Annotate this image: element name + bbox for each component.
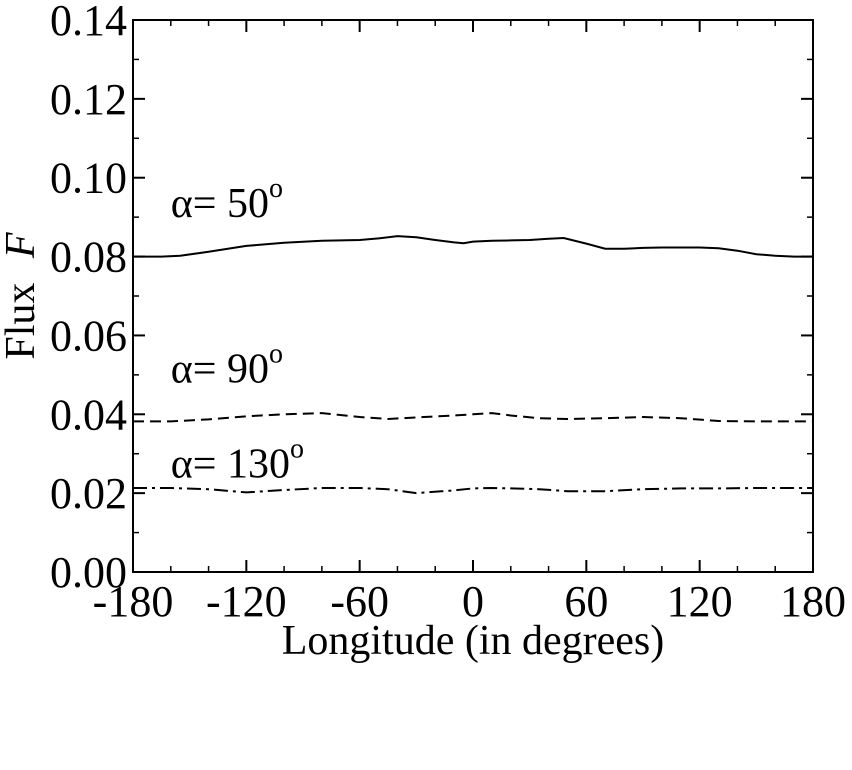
y-tick-label: 0.04 xyxy=(50,390,127,439)
curve-annotation: α= 90o xyxy=(171,339,283,393)
y-tick-label: 0.10 xyxy=(50,154,127,203)
y-tick-label: 0.06 xyxy=(50,311,127,360)
y-axis-title: Flux F xyxy=(0,232,44,360)
x-tick-label: -60 xyxy=(330,577,389,626)
series-line-dashed xyxy=(133,412,813,423)
y-tick-labels: 0.00 0.02 0.04 0.06 0.08 0.10 0.12 0.14 xyxy=(50,0,127,597)
axis-ticks xyxy=(132,19,814,573)
y-tick-label: 0.12 xyxy=(50,75,127,124)
y-tick-label: 0.14 xyxy=(50,0,127,45)
y-tick-label: 0.02 xyxy=(50,469,127,518)
y-tick-label: 0.08 xyxy=(50,233,127,282)
y-axis-title-word: Flux xyxy=(0,283,44,360)
x-tick-labels: -180 -120 -60 0 60 120 180 xyxy=(93,577,846,626)
x-tick-label: 180 xyxy=(780,577,846,626)
series-lines xyxy=(133,235,813,495)
x-tick-label: -180 xyxy=(93,577,174,626)
x-tick-label: -120 xyxy=(206,577,287,626)
curve-annotation: α= 50o xyxy=(171,173,283,227)
x-tick-label: 60 xyxy=(564,577,608,626)
series-line-solid xyxy=(133,235,813,258)
x-tick-label: 120 xyxy=(667,577,733,626)
curve-annotations: α= 50o α= 90o α= 130o xyxy=(171,173,304,487)
x-tick-label: 0 xyxy=(462,577,484,626)
y-tick-label: 0.00 xyxy=(50,548,127,597)
series-line-dash-dot xyxy=(133,486,813,495)
svg-text:Flux F: Flux F xyxy=(0,232,44,360)
y-axis-title-symbol: F xyxy=(0,232,44,259)
curve-annotation: α= 130o xyxy=(171,433,304,487)
x-axis-title: Longitude (in degrees) xyxy=(282,618,665,664)
